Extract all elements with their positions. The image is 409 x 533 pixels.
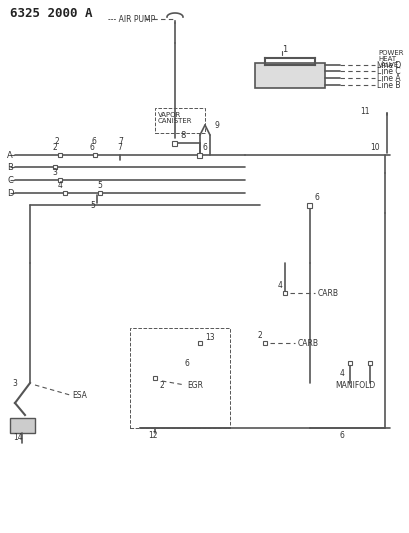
Text: 2: 2 <box>160 381 164 390</box>
Bar <box>198 341 202 345</box>
Text: CANISTER: CANISTER <box>157 118 192 124</box>
Text: EGR: EGR <box>187 381 202 390</box>
Text: 6: 6 <box>92 136 97 146</box>
Text: 6: 6 <box>314 192 319 201</box>
Bar <box>98 191 102 195</box>
Text: VALVE: VALVE <box>377 61 398 68</box>
Text: 9: 9 <box>214 120 219 130</box>
Bar <box>307 203 312 207</box>
Text: VAPOR: VAPOR <box>157 112 181 118</box>
Text: Line A: Line A <box>376 74 400 83</box>
Text: 2: 2 <box>55 136 60 146</box>
Bar <box>282 291 286 295</box>
Text: 2: 2 <box>52 142 57 151</box>
Text: ESA: ESA <box>72 392 87 400</box>
Text: A: A <box>7 150 13 159</box>
Text: 4: 4 <box>57 181 62 190</box>
Text: B: B <box>7 163 13 172</box>
Bar <box>172 141 177 146</box>
Text: C: C <box>7 175 13 184</box>
Text: 6325 2000 A: 6325 2000 A <box>10 6 92 20</box>
Text: 6: 6 <box>339 431 344 440</box>
Text: 8: 8 <box>180 131 185 140</box>
Bar <box>53 165 57 169</box>
Text: 5: 5 <box>97 181 102 190</box>
Text: HEAT: HEAT <box>377 56 395 62</box>
Text: 3: 3 <box>52 167 57 176</box>
Text: 11: 11 <box>359 107 369 116</box>
Text: 14: 14 <box>13 432 22 441</box>
Bar <box>262 341 266 345</box>
Text: D: D <box>7 189 13 198</box>
Bar <box>63 191 67 195</box>
Text: 5: 5 <box>90 200 94 209</box>
Text: 10: 10 <box>369 142 379 151</box>
Text: Line C: Line C <box>376 67 400 76</box>
Bar <box>155 108 204 133</box>
Bar <box>254 63 324 88</box>
Text: 3: 3 <box>12 378 17 387</box>
Text: POWER: POWER <box>377 50 402 56</box>
Text: 2: 2 <box>257 330 262 340</box>
Text: 7: 7 <box>117 142 122 151</box>
Text: --- AIR PUMP: --- AIR PUMP <box>108 14 155 23</box>
Text: 13: 13 <box>204 334 214 343</box>
Bar <box>367 361 371 365</box>
Bar <box>153 376 157 380</box>
Text: Line D: Line D <box>376 61 400 69</box>
Text: 6: 6 <box>184 359 189 367</box>
Bar <box>130 328 229 428</box>
Bar <box>197 152 202 157</box>
Text: CARB: CARB <box>317 288 338 297</box>
Text: CARB: CARB <box>297 338 318 348</box>
Text: 6: 6 <box>89 142 94 151</box>
Bar <box>347 361 351 365</box>
Text: 12: 12 <box>148 431 157 440</box>
Text: 4: 4 <box>339 368 344 377</box>
Bar <box>93 153 97 157</box>
Bar <box>58 153 62 157</box>
Bar <box>10 418 35 433</box>
Bar <box>58 178 62 182</box>
Text: 1: 1 <box>281 44 287 53</box>
Text: 7: 7 <box>118 136 123 146</box>
Text: 6: 6 <box>202 142 207 151</box>
Text: MANIFOLD: MANIFOLD <box>334 381 374 390</box>
Text: Line B: Line B <box>376 80 400 90</box>
Text: 4: 4 <box>277 280 282 289</box>
